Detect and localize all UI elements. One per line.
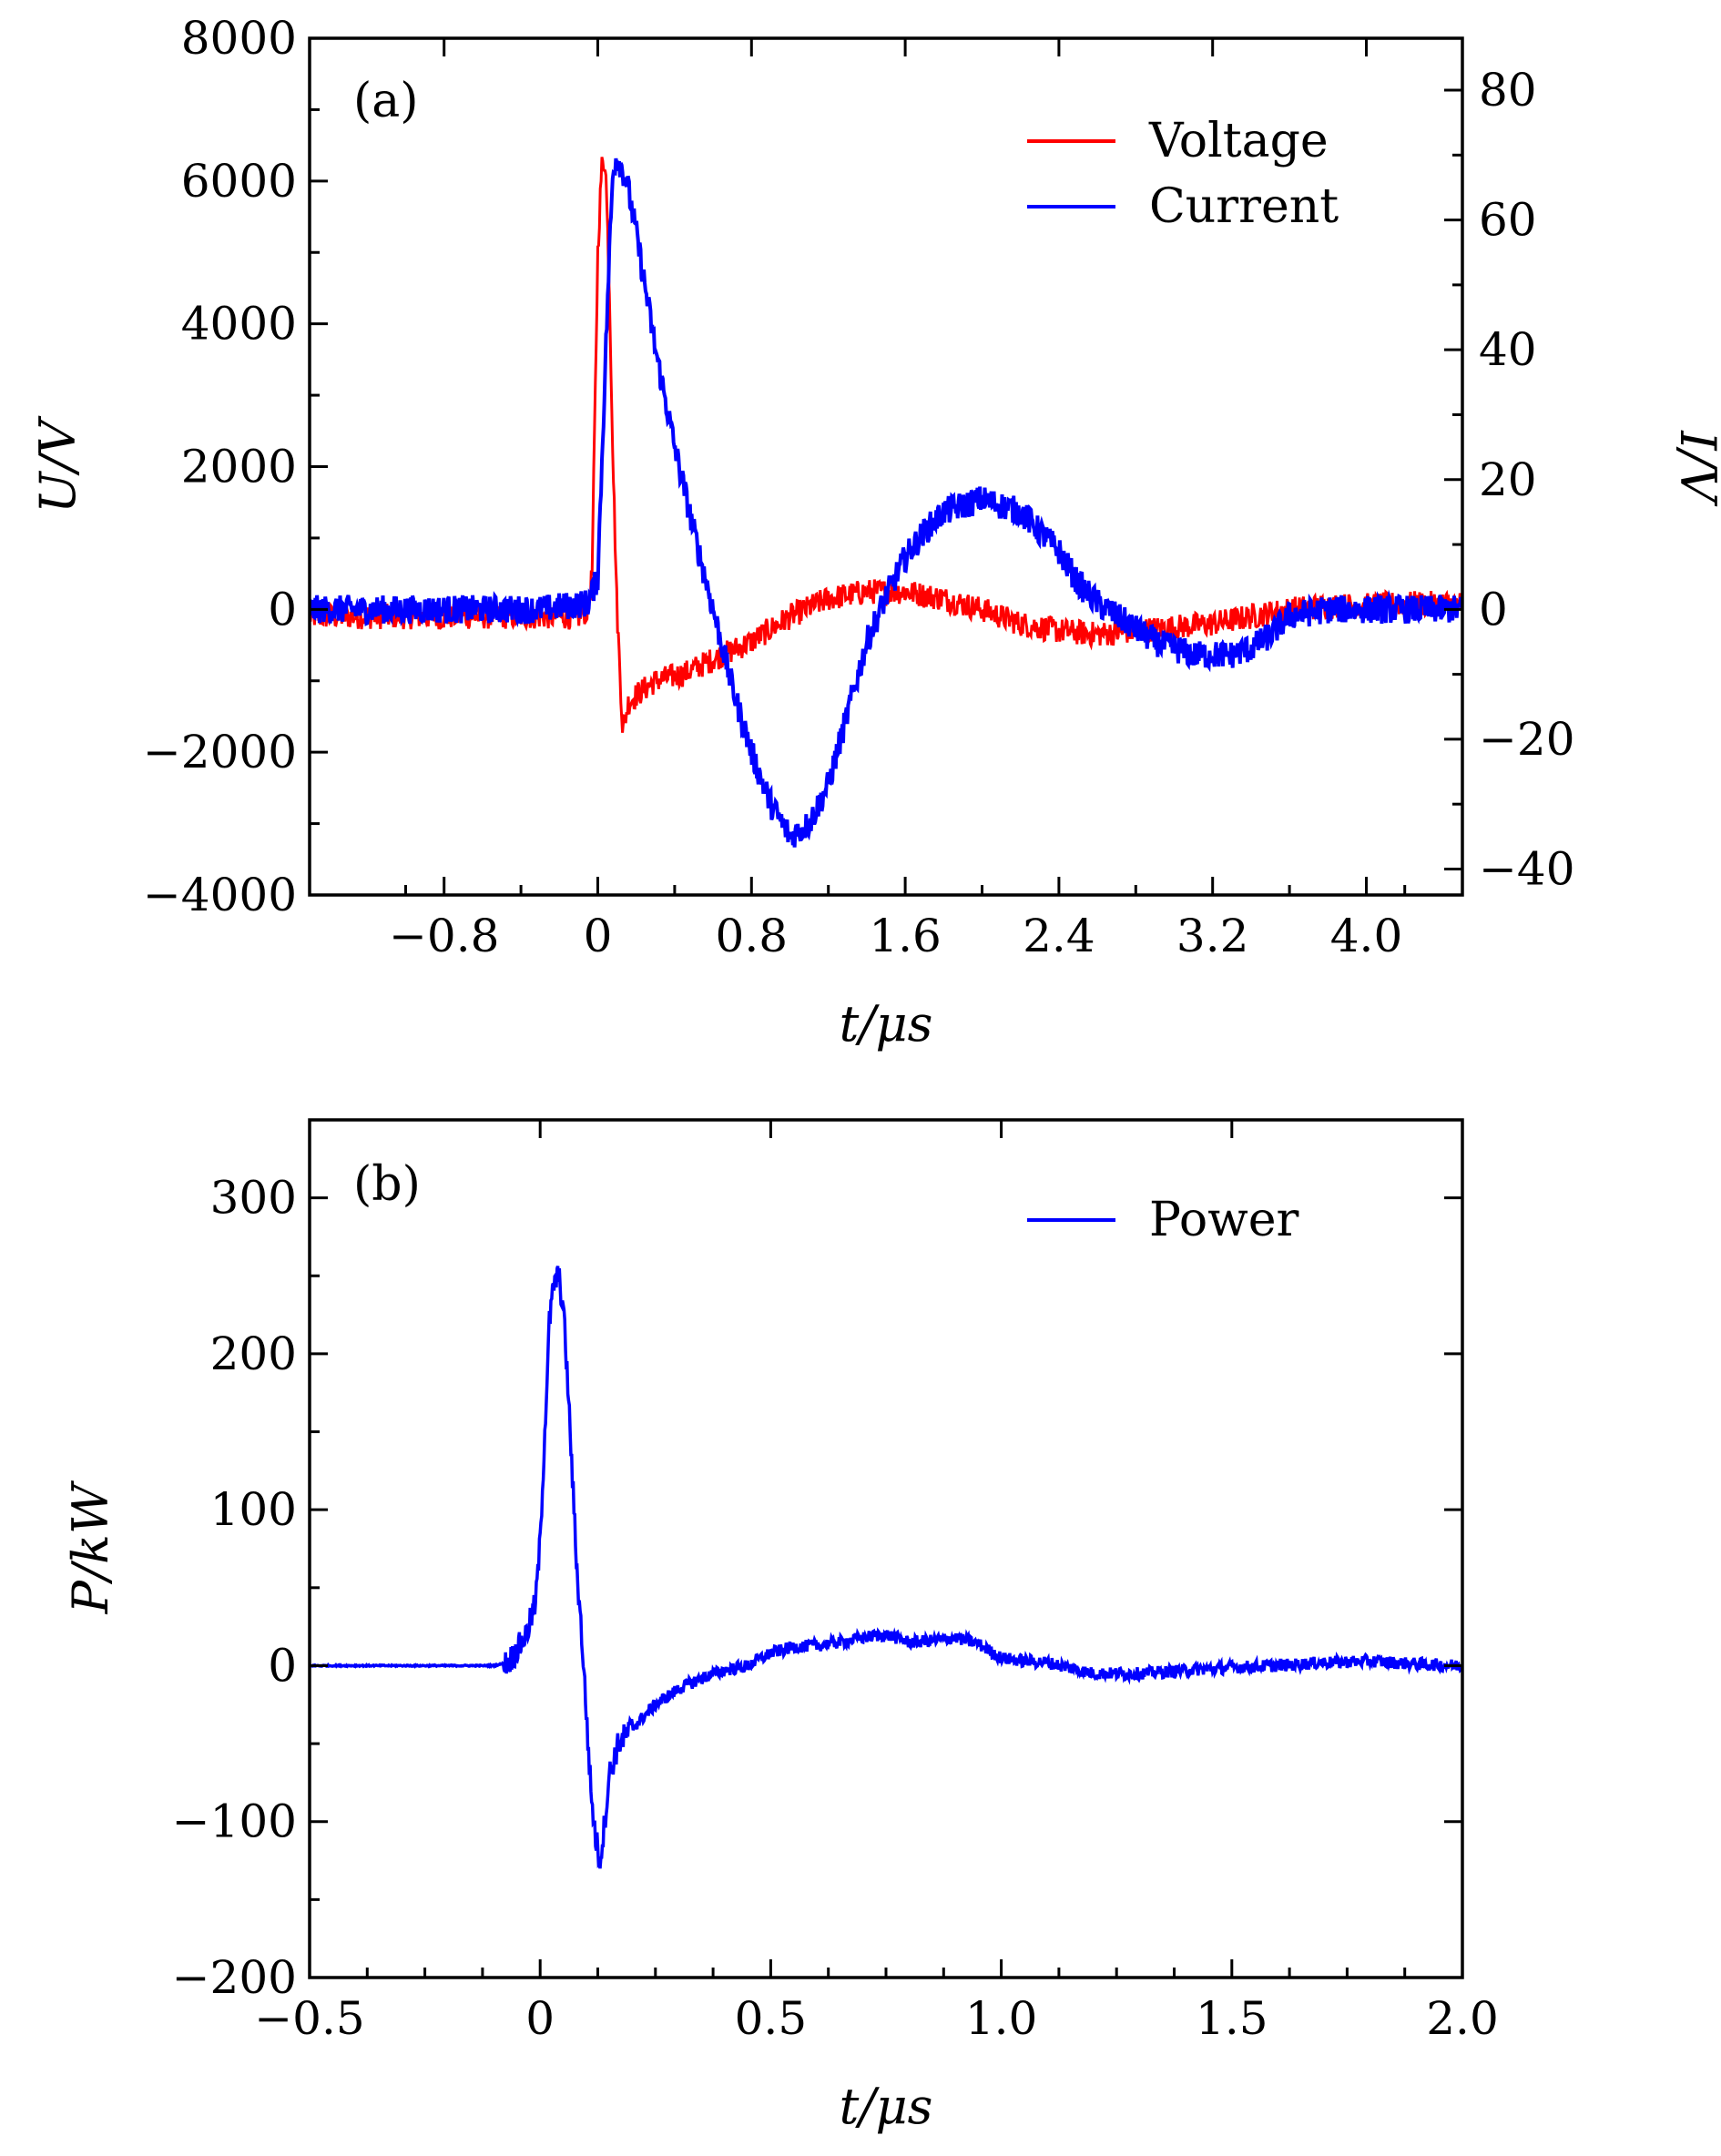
x-tick-label: −0.8 [389, 910, 499, 962]
y-right-tick-label: 40 [1479, 323, 1537, 376]
legend-label-current: Current [1149, 179, 1339, 234]
y-tick-label: −100 [172, 1795, 297, 1848]
legend-label-power: Power [1149, 1193, 1298, 1247]
y-right-tick-label: 60 [1479, 194, 1537, 247]
y-left-tick-label: −2000 [143, 726, 297, 778]
x-tick-label: 0.5 [735, 1992, 808, 2045]
x-tick-label: −0.5 [254, 1992, 364, 2045]
x-tick-label: 2.0 [1426, 1992, 1499, 2045]
y-right-axis-title: I/V [1669, 430, 1721, 507]
y-tick-label: 200 [210, 1327, 297, 1380]
y-left-tick-label: 2000 [181, 441, 297, 493]
x-axis-title: t/μs [840, 995, 933, 1053]
y-tick-label: 0 [268, 1639, 297, 1692]
y-left-tick-label: −4000 [143, 869, 297, 921]
x-tick-label: 2.4 [1023, 910, 1095, 962]
y-left-tick-label: 8000 [181, 12, 297, 65]
x-tick-label: 0 [525, 1992, 555, 2045]
x-tick-label: 1.6 [869, 910, 942, 962]
y-left-tick-label: 0 [268, 583, 297, 636]
x-tick-label: 3.2 [1176, 910, 1249, 962]
x-axis-title: t/μs [840, 2078, 933, 2135]
y-right-tick-label: 20 [1479, 453, 1537, 506]
y-right-tick-label: 0 [1479, 583, 1508, 636]
x-tick-label: 1.0 [965, 1992, 1038, 2045]
x-tick-label: 1.5 [1196, 1992, 1268, 2045]
y-right-tick-label: −20 [1479, 713, 1575, 766]
y-right-tick-label: 80 [1479, 64, 1537, 117]
x-tick-label: 4.0 [1330, 910, 1403, 962]
panel-label: (b) [353, 1157, 421, 1212]
y-axis-title: P/kW [62, 1480, 119, 1614]
y-tick-label: −200 [172, 1951, 297, 2004]
y-tick-label: 300 [210, 1172, 297, 1225]
x-tick-label: 0 [584, 910, 613, 962]
panel-label: (a) [353, 74, 419, 128]
y-left-tick-label: 6000 [181, 155, 297, 208]
series-power-line [310, 1266, 1462, 1869]
series-current-line [310, 158, 1462, 848]
y-left-axis-title: U/V [29, 415, 87, 514]
x-tick-label: 0.8 [716, 910, 789, 962]
y-tick-label: 100 [210, 1483, 297, 1536]
legend-label-voltage: Voltage [1148, 114, 1329, 168]
panel-b: −0.5 0 0.5 1.0 1.5 2.0 −200 −100 0 100 200 300 P/kW t… [62, 1118, 1499, 2135]
y-right-tick-label: −40 [1479, 842, 1575, 895]
panel-a: −0.8 0 0.8 1.6 2.4 3.2 4.0 −4000 −2000 0 2000 4000 6… [29, 12, 1721, 1053]
y-left-tick-label: 4000 [181, 298, 297, 351]
